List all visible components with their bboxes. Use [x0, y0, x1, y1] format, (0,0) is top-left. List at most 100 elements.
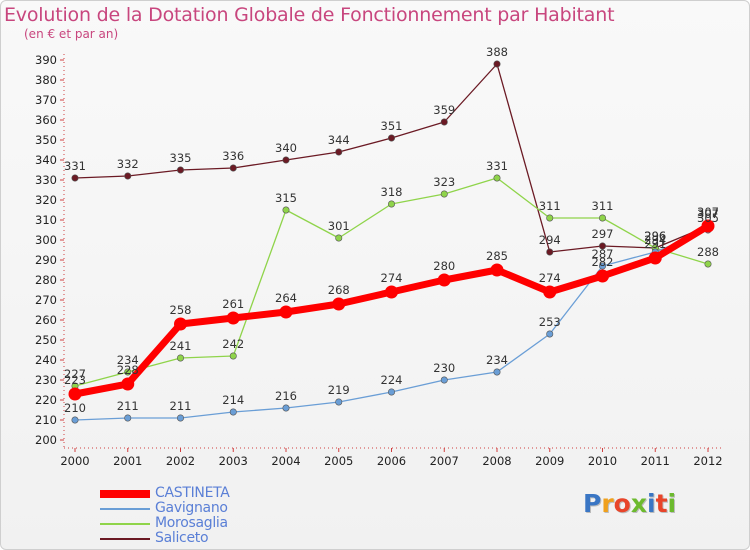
y-tick-label: 290: [35, 253, 57, 267]
y-tick-label: 210: [35, 413, 57, 427]
x-tick-label: 2011: [641, 454, 670, 468]
data-label-morosaglia: 241: [170, 339, 192, 353]
data-point-castineta: [279, 305, 293, 319]
y-tick-label: 250: [35, 333, 57, 347]
data-point-gavignano: [493, 368, 501, 376]
x-tick-label: 2012: [693, 454, 722, 468]
y-tick-label: 310: [35, 213, 57, 227]
data-point-morosaglia: [124, 368, 132, 376]
data-label-castineta: 307: [697, 205, 719, 219]
y-tick-label: 200: [35, 433, 57, 447]
data-point-castineta: [701, 219, 715, 233]
x-tick-label: 2010: [588, 454, 617, 468]
logo-letter: r: [601, 489, 614, 518]
legend-swatch-saliceto: [100, 538, 150, 540]
data-label-castineta: 280: [433, 259, 455, 273]
data-label-morosaglia: 318: [381, 185, 403, 199]
data-point-gavignano: [71, 416, 79, 424]
y-tick-label: 300: [35, 233, 57, 247]
x-tick-label: 2004: [271, 454, 300, 468]
data-point-gavignano: [177, 414, 185, 422]
data-point-saliceto: [335, 148, 343, 156]
legend-label-castineta: CASTINETA: [155, 485, 230, 501]
data-point-castineta: [385, 285, 398, 299]
data-label-morosaglia: 315: [275, 191, 297, 205]
data-point-gavignano: [546, 330, 554, 338]
y-tick-label: 260: [35, 313, 57, 327]
data-label-gavignano: 305: [697, 211, 719, 225]
data-point-castineta: [648, 251, 662, 265]
data-label-morosaglia: 323: [433, 175, 455, 189]
data-point-morosaglia: [335, 234, 343, 242]
data-label-morosaglia: 227: [64, 367, 86, 381]
data-point-morosaglia: [546, 214, 554, 222]
x-tick-label: 2001: [113, 454, 142, 468]
data-label-saliceto: 335: [170, 151, 192, 165]
data-point-morosaglia: [440, 190, 448, 198]
data-label-gavignano: 211: [117, 399, 139, 413]
data-point-morosaglia: [387, 200, 395, 208]
data-label-castineta: 223: [64, 373, 86, 387]
data-point-morosaglia: [598, 214, 606, 222]
logo-letter: P: [583, 489, 602, 518]
y-tick-label: 340: [35, 153, 57, 167]
data-point-saliceto: [387, 134, 395, 142]
data-point-saliceto: [598, 242, 606, 250]
data-point-morosaglia: [177, 354, 185, 362]
data-label-castineta: 268: [328, 283, 350, 297]
data-label-morosaglia: 242: [222, 337, 244, 351]
logo-letter: i: [667, 489, 677, 518]
data-label-gavignano: 214: [222, 393, 244, 407]
x-tick-label: 2006: [377, 454, 406, 468]
legend-swatch-morosaglia: [100, 523, 150, 525]
data-point-morosaglia: [704, 260, 712, 268]
chart-subtitle: (en € et par an): [24, 27, 119, 41]
proxiti-logo: Proxiti: [583, 489, 676, 518]
data-label-gavignano: 224: [381, 373, 403, 387]
data-label-saliceto: 340: [275, 141, 297, 155]
legend-swatch-gavignano: [100, 508, 150, 510]
data-label-morosaglia: 288: [697, 245, 719, 259]
data-point-castineta: [543, 285, 557, 299]
legend-item-castineta: CASTINETA: [100, 486, 360, 501]
legend-label-gavignano: Gavignano: [155, 500, 228, 516]
y-tick-label: 220: [35, 393, 57, 407]
y-tick-label: 330: [35, 173, 57, 187]
data-label-castineta: 274: [539, 271, 561, 285]
data-label-gavignano: 287: [592, 247, 614, 261]
data-point-morosaglia: [229, 352, 237, 360]
data-label-gavignano: 253: [539, 315, 561, 329]
data-label-saliceto: 388: [486, 45, 508, 59]
data-label-gavignano: 210: [64, 401, 86, 415]
data-label-castineta: 285: [486, 249, 508, 263]
data-label-gavignano: 211: [170, 399, 192, 413]
y-tick-label: 280: [35, 273, 57, 287]
data-point-saliceto: [546, 248, 554, 256]
data-point-gavignano: [124, 414, 132, 422]
data-point-saliceto: [440, 118, 448, 126]
data-label-morosaglia: 296: [644, 229, 666, 243]
data-label-saliceto: 296: [644, 229, 666, 243]
data-label-morosaglia: 331: [486, 159, 508, 173]
data-label-saliceto: 359: [433, 103, 455, 117]
data-label-castineta: 258: [170, 303, 192, 317]
data-point-castineta: [121, 377, 135, 391]
data-point-morosaglia: [282, 206, 290, 214]
x-tick-label: 2008: [482, 454, 511, 468]
y-tick-label: 320: [35, 193, 57, 207]
x-tick-label: 2002: [166, 454, 195, 468]
series-lines: [68, 60, 715, 424]
y-tick-label: 230: [35, 373, 57, 387]
data-label-saliceto: 294: [539, 233, 561, 247]
data-point-gavignano: [229, 408, 237, 416]
data-label-saliceto: 307: [697, 207, 719, 221]
data-label-saliceto: 331: [64, 159, 86, 173]
data-label-saliceto: 332: [117, 157, 139, 171]
data-label-gavignano: 219: [328, 383, 350, 397]
logo-letter: t: [655, 489, 668, 518]
data-point-saliceto: [124, 172, 132, 180]
axes: 200 210 220 230 240 250 260 270 280 290 300 310 320 3…: [35, 53, 723, 468]
data-label-morosaglia: 311: [592, 199, 614, 213]
logo-letter: x: [630, 489, 647, 518]
data-label-gavignano: 216: [275, 389, 297, 403]
